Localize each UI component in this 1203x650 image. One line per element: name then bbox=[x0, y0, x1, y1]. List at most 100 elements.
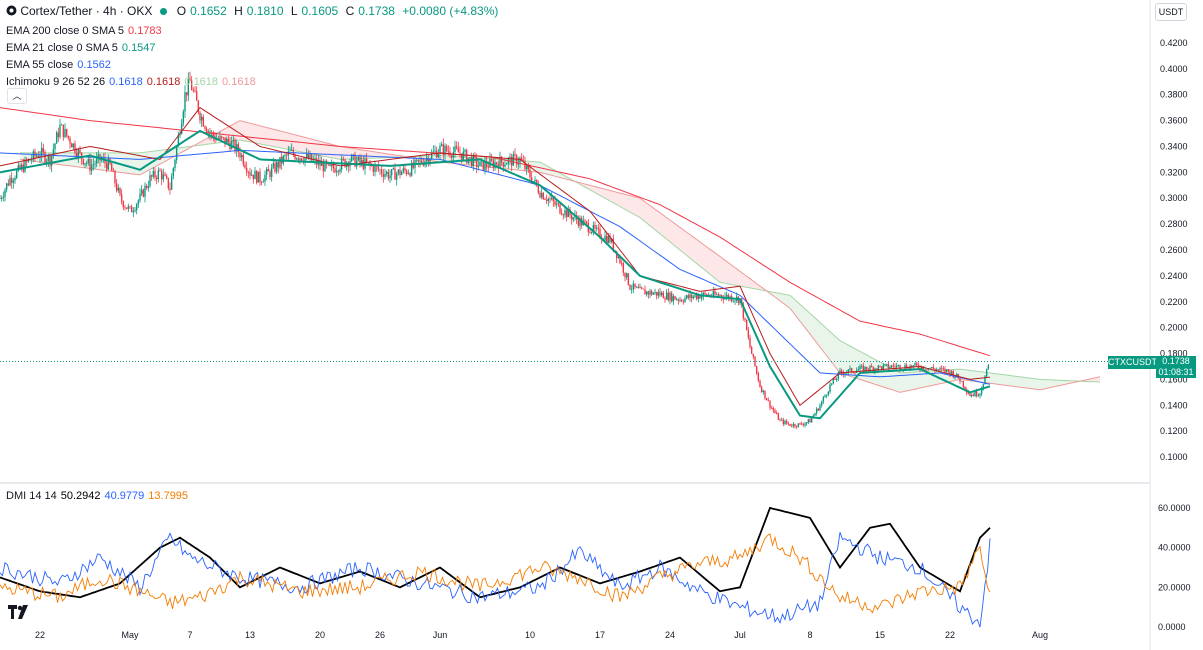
candle-body bbox=[369, 162, 371, 165]
candle-body bbox=[935, 369, 938, 371]
ichimoku-cloud-segment bbox=[62, 152, 65, 166]
candle-body bbox=[550, 197, 553, 200]
ichimoku-cloud-segment bbox=[635, 196, 638, 217]
time-tick-label: 7 bbox=[187, 630, 192, 640]
candle-body bbox=[104, 158, 106, 164]
ichimoku-cloud-segment bbox=[130, 152, 133, 174]
candle-body bbox=[94, 163, 96, 165]
candle-body bbox=[475, 157, 478, 167]
ichimoku-cloud-segment bbox=[720, 256, 723, 283]
candle-body bbox=[322, 162, 325, 172]
ichimoku-cloud-segment bbox=[1052, 379, 1055, 388]
ichimoku-cloud-segment bbox=[307, 138, 310, 154]
ichimoku-cloud-segment bbox=[790, 295, 793, 312]
candle-body bbox=[545, 199, 548, 202]
ichimoku-legend[interactable]: Ichimoku 9 26 52 26 0.1618 0.1618 0.1618 0.1… bbox=[6, 75, 260, 89]
candle-body bbox=[374, 165, 376, 172]
candle-body bbox=[549, 198, 551, 200]
candle-body bbox=[835, 378, 838, 380]
candle-body bbox=[952, 371, 955, 378]
candle-body bbox=[514, 154, 516, 156]
ichimoku-cloud-segment bbox=[645, 201, 648, 224]
candle-body bbox=[257, 171, 260, 183]
price-tick-label: 0.3800 bbox=[1160, 90, 1188, 100]
ichimoku-cloud-segment bbox=[785, 294, 788, 307]
tradingview-logo-icon[interactable] bbox=[8, 605, 32, 619]
candle-body bbox=[70, 143, 73, 148]
candle-body bbox=[20, 164, 23, 170]
candle-body bbox=[107, 158, 110, 170]
ichimoku-cloud-segment bbox=[657, 210, 660, 234]
candle-body bbox=[145, 185, 148, 188]
candle-body bbox=[629, 284, 631, 290]
candle-body bbox=[332, 164, 335, 169]
ichimoku-cloud-segment bbox=[265, 127, 268, 146]
candle-body bbox=[37, 155, 40, 158]
ichimoku-cloud-segment bbox=[117, 152, 120, 173]
collapse-legend-button[interactable]: ︿ bbox=[7, 88, 27, 104]
candle-body bbox=[787, 423, 790, 425]
ichimoku-cloud-segment bbox=[852, 347, 855, 378]
candle-body bbox=[55, 132, 58, 144]
ichimoku-cloud-segment bbox=[177, 147, 180, 155]
candle-body bbox=[554, 201, 556, 205]
candle-body bbox=[887, 363, 890, 369]
ichimoku-cloud-segment bbox=[722, 258, 725, 284]
currency-button[interactable]: USDT bbox=[1155, 3, 1187, 21]
candle-body bbox=[945, 369, 948, 372]
candle-body bbox=[520, 157, 523, 161]
ichimoku-cloud-segment bbox=[782, 293, 785, 305]
candle-body bbox=[885, 363, 888, 365]
candle-body bbox=[342, 158, 345, 160]
candle-body bbox=[190, 80, 193, 91]
candle-body bbox=[365, 158, 368, 163]
ichimoku-cloud-segment bbox=[120, 152, 123, 173]
time-tick-label: May bbox=[121, 630, 139, 640]
candle-body bbox=[767, 400, 770, 402]
candle-body bbox=[307, 153, 310, 159]
ichimoku-cloud-segment bbox=[902, 372, 905, 392]
candle-body bbox=[400, 172, 403, 175]
candle-body bbox=[914, 363, 916, 366]
candle-body bbox=[14, 178, 16, 181]
candle-body bbox=[529, 169, 531, 178]
candle-body bbox=[630, 289, 633, 290]
candle-body bbox=[115, 183, 118, 191]
candle-body bbox=[97, 154, 100, 158]
candle-body bbox=[780, 419, 783, 421]
candle-body bbox=[669, 292, 671, 301]
candle-body bbox=[137, 200, 140, 205]
candle-body bbox=[249, 172, 251, 176]
candle-body bbox=[77, 149, 80, 157]
candle-body bbox=[380, 169, 383, 174]
dmi-legend[interactable]: DMI 14 14 50.2942 40.9779 13.7995 bbox=[6, 489, 192, 503]
ema55-legend[interactable]: EMA 55 close 0.1562 bbox=[6, 58, 115, 72]
candle-body bbox=[337, 170, 340, 172]
candle-body bbox=[127, 206, 130, 209]
candle-body bbox=[784, 420, 786, 424]
candle-body bbox=[359, 156, 361, 163]
candle-body bbox=[960, 381, 963, 383]
candle-body bbox=[642, 288, 645, 290]
price-tick-label: 0.2800 bbox=[1160, 219, 1188, 229]
candle-body bbox=[52, 149, 55, 155]
ichimoku-cloud-segment bbox=[1030, 378, 1033, 389]
candle-body bbox=[112, 170, 115, 172]
price-tick-label: 0.2200 bbox=[1160, 297, 1188, 307]
ichimoku-cloud-segment bbox=[292, 134, 295, 151]
candle-body bbox=[692, 296, 695, 299]
ichimoku-cloud-segment bbox=[440, 155, 443, 163]
ichimoku-cloud-segment bbox=[367, 150, 370, 159]
ichimoku-cloud-segment bbox=[315, 140, 318, 156]
time-tick-label: 22 bbox=[945, 630, 955, 640]
ema200-legend[interactable]: EMA 200 close 0 SMA 5 0.1783 bbox=[6, 24, 166, 38]
ichimoku-cloud-segment bbox=[827, 329, 830, 360]
candle-body bbox=[509, 156, 511, 159]
candle-body bbox=[762, 390, 765, 393]
candle-body bbox=[0, 198, 3, 199]
candle-body bbox=[64, 129, 66, 138]
time-tick-label: 20 bbox=[315, 630, 325, 640]
ema21-legend[interactable]: EMA 21 close 0 SMA 5 0.1547 bbox=[6, 41, 160, 55]
candle-body bbox=[255, 171, 258, 183]
